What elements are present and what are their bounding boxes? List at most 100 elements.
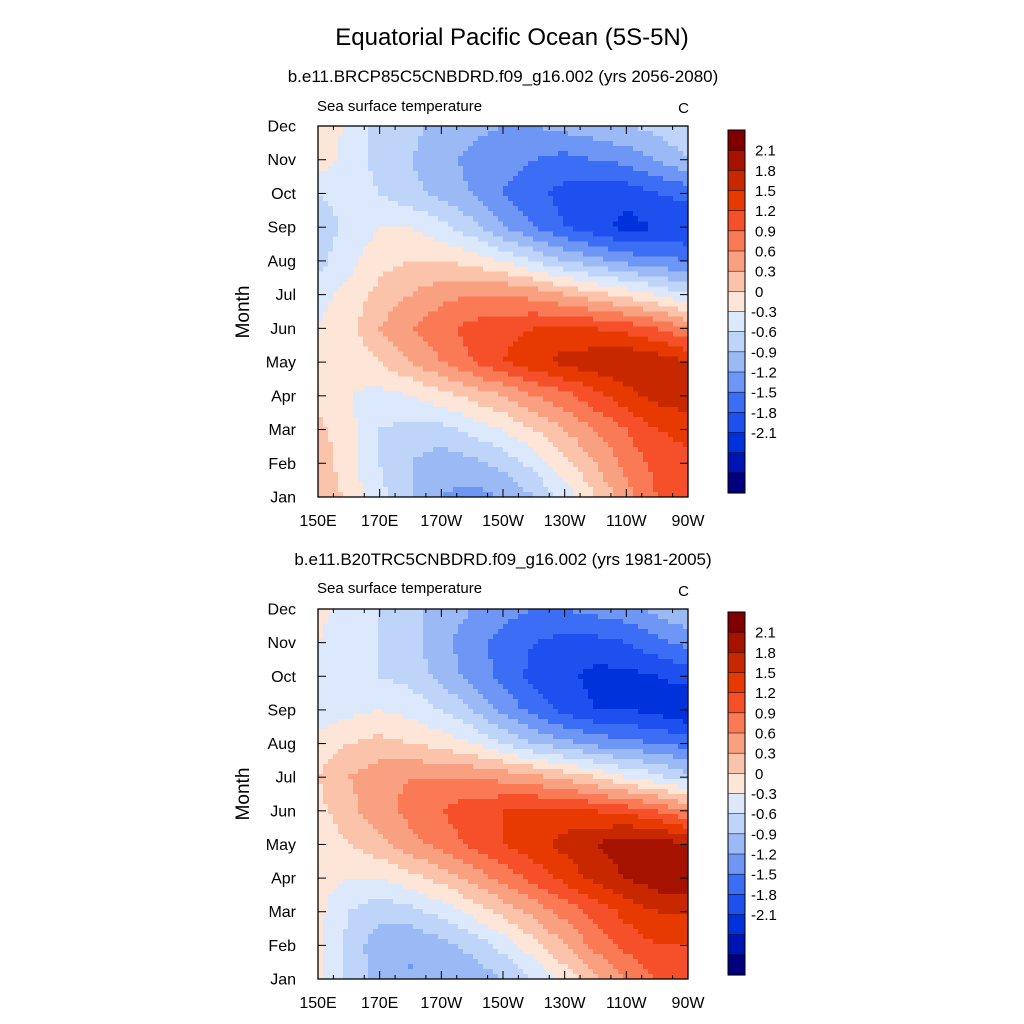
contour-cell [603,156,609,162]
contour-cell [373,276,379,283]
contour-cell [343,241,349,247]
contour-cell [588,361,594,368]
contour-cell [323,401,329,408]
contour-cell [428,296,434,303]
contour-cell [423,311,429,318]
contour-cell [378,386,384,393]
contour-cell [393,216,399,222]
contour-cell [403,331,409,338]
contour-cell [328,461,334,468]
contour-cell [508,141,514,147]
contour-cell [673,211,679,217]
contour-cell [588,436,594,443]
contour-cell [413,296,419,303]
contour-cell [653,231,659,237]
contour-cell [518,256,524,262]
contour-cell [558,136,564,142]
contour-cell [398,336,404,343]
contour-cell [428,406,434,413]
contour-cell [423,226,429,232]
contour-cell [508,366,514,373]
contour-cell [473,191,479,197]
contour-cell [663,181,669,187]
contour-cell [563,391,569,398]
contour-cell [408,196,414,202]
contour-cell [348,436,354,443]
contour-cell [638,286,644,293]
contour-cell [678,321,684,328]
contour-cell [668,261,674,267]
contour-cell [603,216,609,222]
contour-cell [523,446,529,453]
contour-cell [433,156,439,162]
contour-cell [418,196,424,202]
contour-cell [343,351,349,358]
contour-cell [653,281,659,288]
contour-cell [543,181,549,187]
contour-cell [668,311,674,318]
contour-cell [328,331,334,338]
contour-cell [453,136,459,142]
contour-cell [378,376,384,383]
contour-cell [583,416,589,423]
contour-cell [653,301,659,308]
contour-cell [488,331,494,338]
contour-cell [478,171,484,177]
contour-cell [453,331,459,338]
contour-cell [588,416,594,423]
contour-cell [383,251,389,257]
contour-cell [348,126,354,132]
contour-cell [468,136,474,142]
contour-cell [498,276,504,283]
contour-cell [598,386,604,393]
contour-cell [453,161,459,167]
contour-cell [608,321,614,328]
contour-cell [333,456,339,463]
contour-cell [443,361,449,368]
contour-cell [513,241,519,247]
contour-cell [448,371,454,378]
contour-cell [388,301,394,308]
contour-cell [453,376,459,383]
contour-cell [608,201,614,207]
contour-cell [533,331,539,338]
contour-cell [633,381,639,388]
contour-cell [408,276,414,283]
contour-cell [338,161,344,167]
contour-cell [403,386,409,393]
contour-cell [368,316,374,323]
contour-cell [478,346,484,353]
contour-cell [473,356,479,363]
contour-cell [638,341,644,348]
contour-cell [443,236,449,242]
contour-cell [573,231,579,237]
contour-cell [648,441,654,448]
contour-cell [378,186,384,192]
contour-cell [653,201,659,207]
contour-cell [478,366,484,373]
contour-cell [338,271,344,277]
contour-cell [618,151,624,157]
contour-cell [608,156,614,162]
contour-cell [368,376,374,383]
contour-cell [613,351,619,358]
contour-cell [453,411,459,418]
contour-cell [588,236,594,242]
contour-cell [578,281,584,288]
contour-cell [488,146,494,152]
contour-cell [433,281,439,288]
contour-cell [513,361,519,368]
contour-cell [653,236,659,242]
contour-cell [428,311,434,318]
contour-cell [433,276,439,283]
contour-cell [493,341,499,348]
contour-cell [508,276,514,283]
contour-cell [398,146,404,152]
contour-cell [478,176,484,182]
contour-cell [503,146,509,152]
contour-cell [483,356,489,363]
contour-cell [478,166,484,172]
contour-cell [628,336,634,343]
contour-cell [523,296,529,303]
contour-cell [488,211,494,217]
